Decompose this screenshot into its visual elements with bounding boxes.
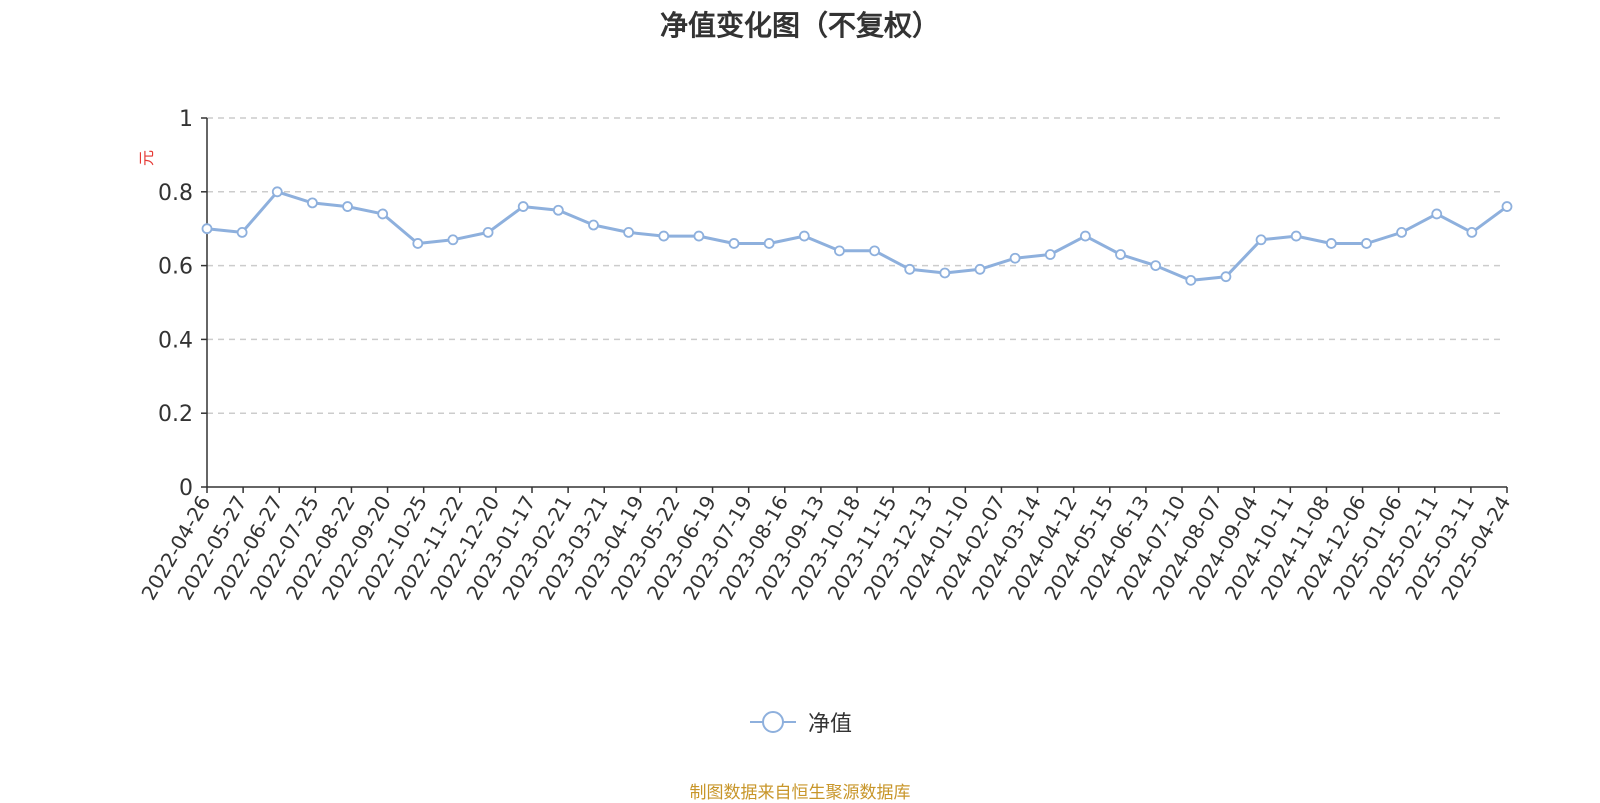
data-point[interactable]	[482, 226, 494, 238]
legend[interactable]: 净值	[0, 706, 1600, 738]
data-point[interactable]	[763, 238, 775, 249]
data-point[interactable]	[307, 197, 318, 209]
data-point[interactable]	[728, 238, 740, 249]
data-point[interactable]	[412, 238, 424, 249]
data-point[interactable]	[377, 208, 389, 220]
data-point[interactable]	[271, 186, 283, 198]
data-point[interactable]	[201, 223, 213, 235]
x-axis-ticks: 2022-04-262022-05-272022-06-272022-07-25…	[136, 487, 1515, 604]
data-point[interactable]	[552, 204, 564, 216]
data-point[interactable]	[1150, 260, 1162, 272]
legend-marker-icon	[749, 711, 796, 733]
data-source-note: 制图数据来自恒生聚源数据库	[689, 783, 911, 803]
data-point[interactable]	[1396, 226, 1407, 238]
data-point[interactable]	[447, 234, 459, 246]
line-chart: 0 0.2 0.4 0.6 0.8 1 2022-04-262022-05-272022-…	[136, 107, 1515, 604]
data-point[interactable]	[1115, 249, 1126, 260]
gridlines	[207, 117, 1500, 414]
data-point[interactable]	[1185, 274, 1197, 286]
data-point[interactable]	[1044, 249, 1056, 260]
data-point[interactable]	[658, 230, 670, 242]
data-point[interactable]	[1255, 234, 1267, 246]
data-point[interactable]	[974, 263, 986, 275]
data-point[interactable]	[869, 245, 880, 257]
y-axis-unit: 元	[137, 150, 156, 166]
chart-title: 净值变化图（不复权）	[659, 9, 940, 42]
data-point[interactable]	[1079, 230, 1091, 242]
y-tick-label: 0	[179, 476, 193, 501]
data-point[interactable]	[1325, 238, 1337, 249]
nav-series-line	[206, 190, 1508, 282]
y-tick-label: 0.8	[158, 181, 193, 206]
data-point[interactable]	[1431, 208, 1443, 220]
data-point[interactable]	[1466, 226, 1478, 238]
data-point[interactable]	[834, 245, 845, 257]
data-point[interactable]	[342, 201, 353, 212]
data-point[interactable]	[939, 267, 951, 279]
nav-series-points	[201, 186, 1513, 286]
axes	[206, 118, 1507, 488]
data-point[interactable]	[693, 230, 705, 242]
data-point[interactable]	[1009, 252, 1021, 264]
y-tick-label: 0.6	[158, 255, 193, 280]
data-point[interactable]	[236, 226, 248, 238]
y-tick-label: 0.4	[158, 328, 193, 353]
data-point[interactable]	[1290, 230, 1302, 242]
data-point[interactable]	[1361, 238, 1372, 249]
legend-label: 净值	[807, 712, 852, 737]
data-point[interactable]	[1220, 271, 1232, 283]
y-tick-label: 1	[179, 107, 193, 132]
data-point[interactable]	[1501, 201, 1513, 212]
data-point[interactable]	[798, 230, 810, 242]
data-point[interactable]	[517, 201, 529, 212]
y-axis-ticks: 0 0.2 0.4 0.6 0.8 1	[158, 107, 207, 501]
data-point[interactable]	[588, 219, 599, 231]
data-point[interactable]	[904, 263, 916, 275]
data-point[interactable]	[623, 226, 635, 238]
y-tick-label: 0.2	[158, 402, 193, 427]
